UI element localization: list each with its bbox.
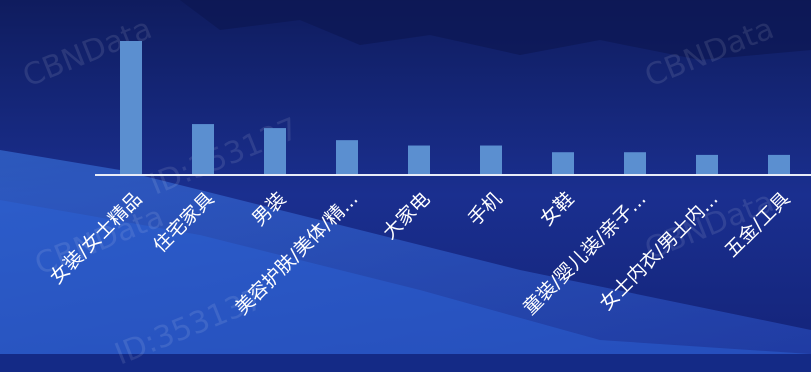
bar-2 — [192, 124, 214, 175]
x-tick-label: 女装/女士精品 — [46, 188, 147, 289]
x-tick-label: 五金/工具 — [721, 188, 795, 262]
bar-1 — [120, 41, 142, 175]
x-tick-label: 住宅家具 — [149, 188, 218, 257]
x-tick-label: 女鞋 — [536, 188, 578, 230]
bar-8 — [624, 152, 646, 175]
bar-7 — [552, 152, 574, 175]
x-tick-label: 大家电 — [379, 188, 435, 244]
x-tick-label: 美容护肤/美体/精... — [231, 188, 362, 319]
background — [0, 0, 811, 354]
bar-3 — [264, 128, 286, 175]
x-tick-label: 男装 — [248, 188, 290, 230]
x-tick-label: 童装/婴儿装/亲子... — [519, 188, 650, 319]
bar-10 — [768, 154, 790, 175]
x-tick-label: 手机 — [464, 188, 506, 230]
bar-6 — [480, 145, 502, 175]
bar-9 — [696, 154, 718, 175]
bar-4 — [336, 140, 358, 175]
bar-5 — [408, 145, 430, 175]
